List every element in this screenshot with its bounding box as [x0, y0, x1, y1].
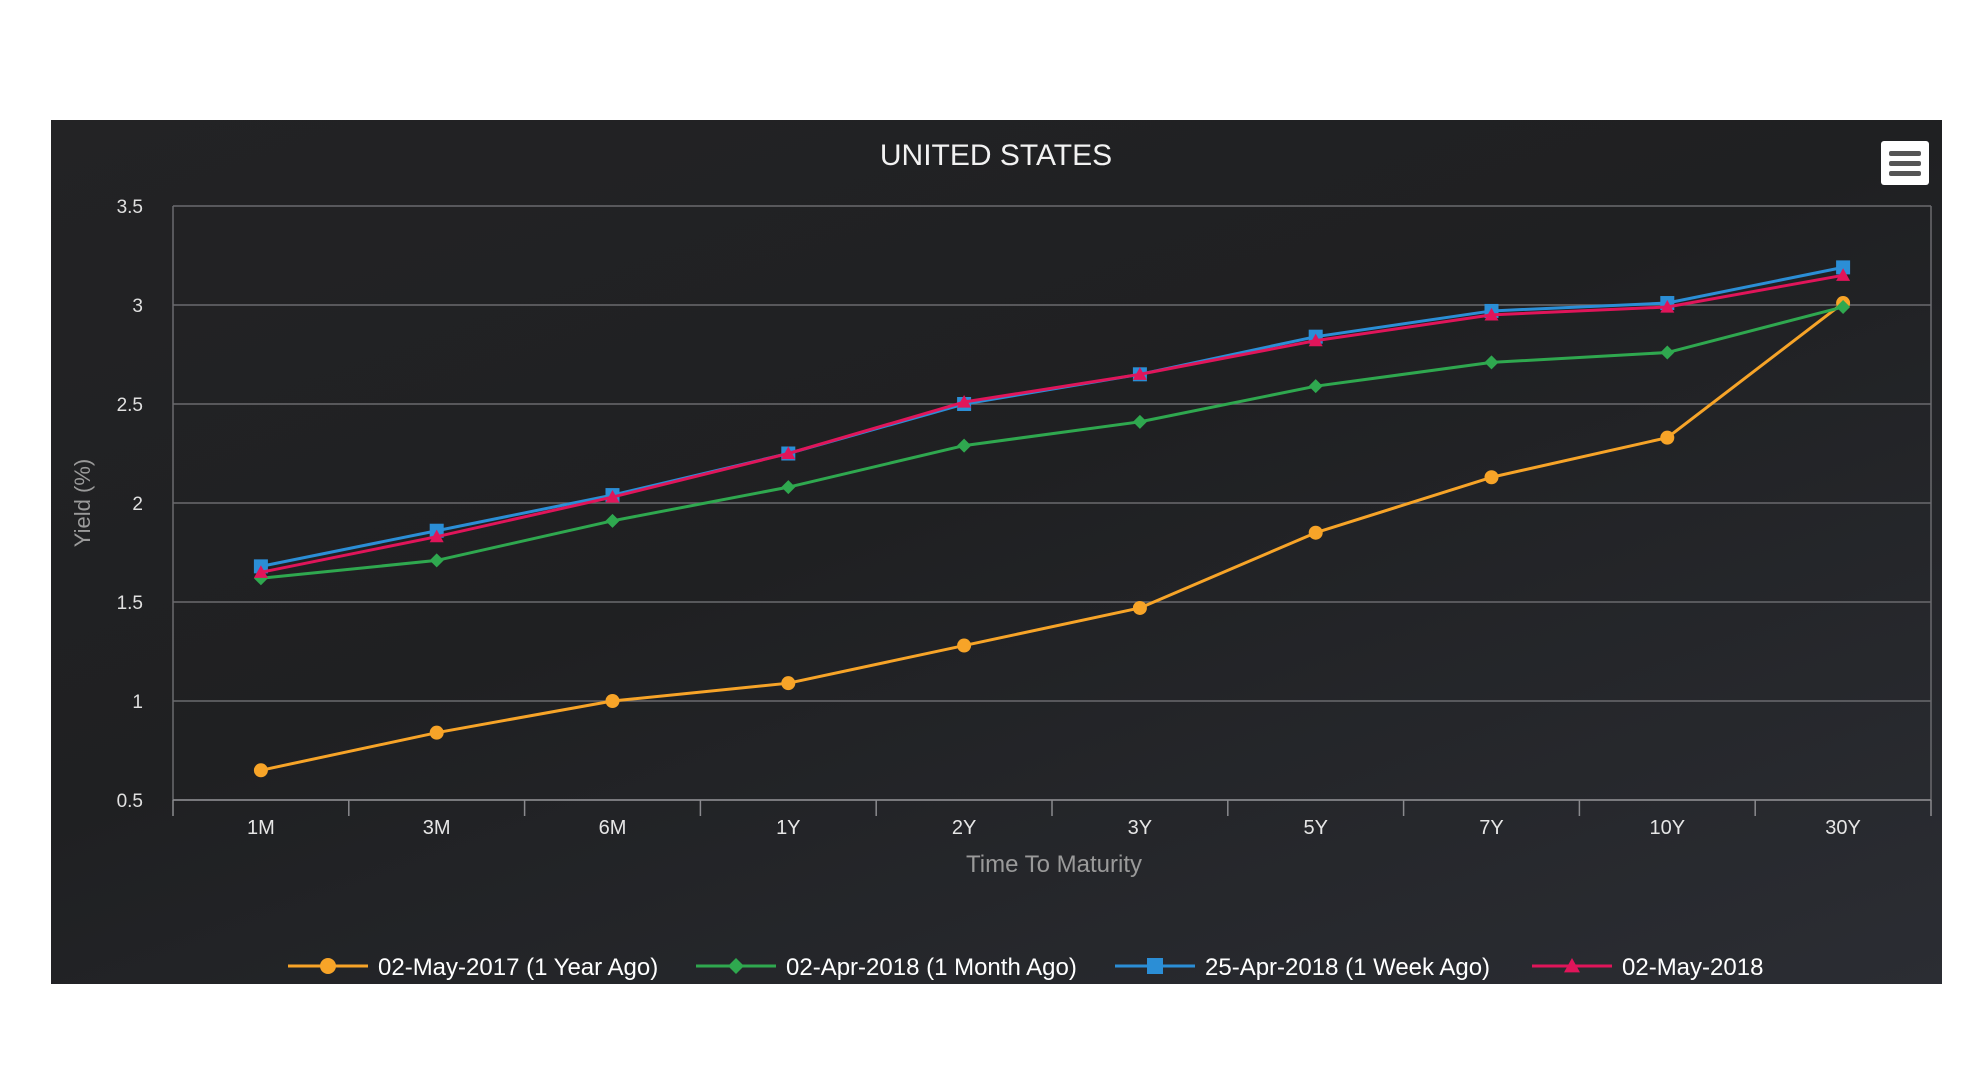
data-point — [1660, 345, 1675, 360]
data-point — [1836, 299, 1851, 314]
data-point — [1836, 268, 1851, 281]
legend-label: 02-May-2017 (1 Year Ago) — [378, 954, 658, 981]
series-line — [260, 273, 1844, 574]
series-2 — [253, 299, 1851, 586]
data-point — [605, 694, 620, 708]
series-line — [260, 305, 1844, 580]
legend-label: 25-Apr-2018 (1 Week Ago) — [1205, 954, 1490, 981]
chart-panel: UNITED STATES Yield (%) Time To Maturity… — [51, 120, 1942, 984]
legend-label: 02-Apr-2018 (1 Month Ago) — [786, 954, 1077, 981]
legend: 02-May-2017 (1 Year Ago) 02-Apr-2018 (1 M… — [288, 954, 1763, 981]
data-point — [429, 725, 444, 740]
legend-item[interactable]: 02-Apr-2018 (1 Month Ago) — [696, 954, 1077, 981]
y-tick-label: 1.5 — [117, 593, 143, 614]
legend-label: 02-May-2018 — [1622, 954, 1763, 981]
data-point — [1132, 600, 1147, 615]
data-point — [253, 763, 268, 778]
y-axis: 0.5 1 1.5 2 2.5 3 3.5 — [117, 197, 143, 812]
data-point — [605, 513, 620, 528]
y-tick-label: 2.5 — [117, 395, 143, 416]
menu-icon — [1889, 150, 1921, 156]
x-tick-label: 5Y — [1303, 817, 1327, 839]
series-3 — [253, 260, 1851, 574]
data-point — [429, 553, 444, 568]
legend-marker — [1147, 958, 1163, 974]
data-point — [781, 480, 796, 495]
y-tick-label: 2 — [132, 494, 143, 515]
x-tick-label: 10Y — [1650, 817, 1686, 839]
data-point — [1132, 414, 1147, 429]
legend-item[interactable]: 25-Apr-2018 (1 Week Ago) — [1115, 954, 1490, 981]
x-axis: 1M 3M 6M 1Y 2Y 3Y 5Y 7Y 10Y 30Y — [172, 799, 1932, 839]
data-point — [1484, 307, 1499, 321]
series-1 — [253, 296, 1851, 778]
x-tick-label: 30Y — [1825, 817, 1861, 839]
x-tick-label: 2Y — [952, 817, 976, 839]
data-point — [605, 490, 620, 503]
x-tick-label: 6M — [599, 817, 627, 839]
y-axis-title: Yield (%) — [70, 459, 95, 547]
y-tick-label: 3 — [132, 296, 143, 317]
legend-marker — [728, 958, 744, 974]
x-tick-label: 7Y — [1479, 817, 1503, 839]
data-point — [1660, 430, 1675, 445]
x-tick-label: 3M — [423, 817, 451, 839]
data-point — [1484, 470, 1499, 485]
data-point — [1308, 379, 1323, 394]
chart-menu-button[interactable] — [1881, 141, 1929, 185]
data-point — [957, 438, 972, 453]
data-point — [1660, 299, 1675, 313]
line-chart: UNITED STATES Yield (%) Time To Maturity… — [70, 139, 1932, 981]
data-point — [781, 446, 796, 460]
y-tick-label: 0.5 — [117, 791, 143, 812]
data-point — [253, 565, 268, 578]
legend-item[interactable]: 02-May-2018 — [1532, 954, 1763, 981]
x-tick-label: 3Y — [1128, 817, 1152, 839]
data-point — [781, 676, 796, 691]
data-point — [957, 395, 972, 408]
grid — [172, 205, 1932, 801]
data-point — [957, 638, 972, 653]
x-axis-title: Time To Maturity — [966, 851, 1142, 878]
data-point — [1308, 333, 1323, 347]
series-line — [260, 301, 1845, 772]
legend-marker — [1564, 958, 1580, 973]
x-tick-label: 1M — [247, 817, 275, 839]
data-point — [1484, 355, 1499, 370]
data-point — [1836, 260, 1851, 275]
series-layer — [253, 260, 1851, 778]
legend-item[interactable]: 02-May-2017 (1 Year Ago) — [288, 954, 658, 981]
legend-marker — [320, 958, 336, 974]
data-point — [1132, 367, 1147, 380]
data-point — [1308, 525, 1323, 540]
data-point — [429, 529, 444, 543]
series-4 — [253, 268, 1851, 578]
chart-title: UNITED STATES — [880, 139, 1112, 172]
y-tick-label: 3.5 — [117, 197, 143, 218]
x-tick-label: 1Y — [776, 817, 800, 839]
y-tick-label: 1 — [132, 692, 143, 713]
